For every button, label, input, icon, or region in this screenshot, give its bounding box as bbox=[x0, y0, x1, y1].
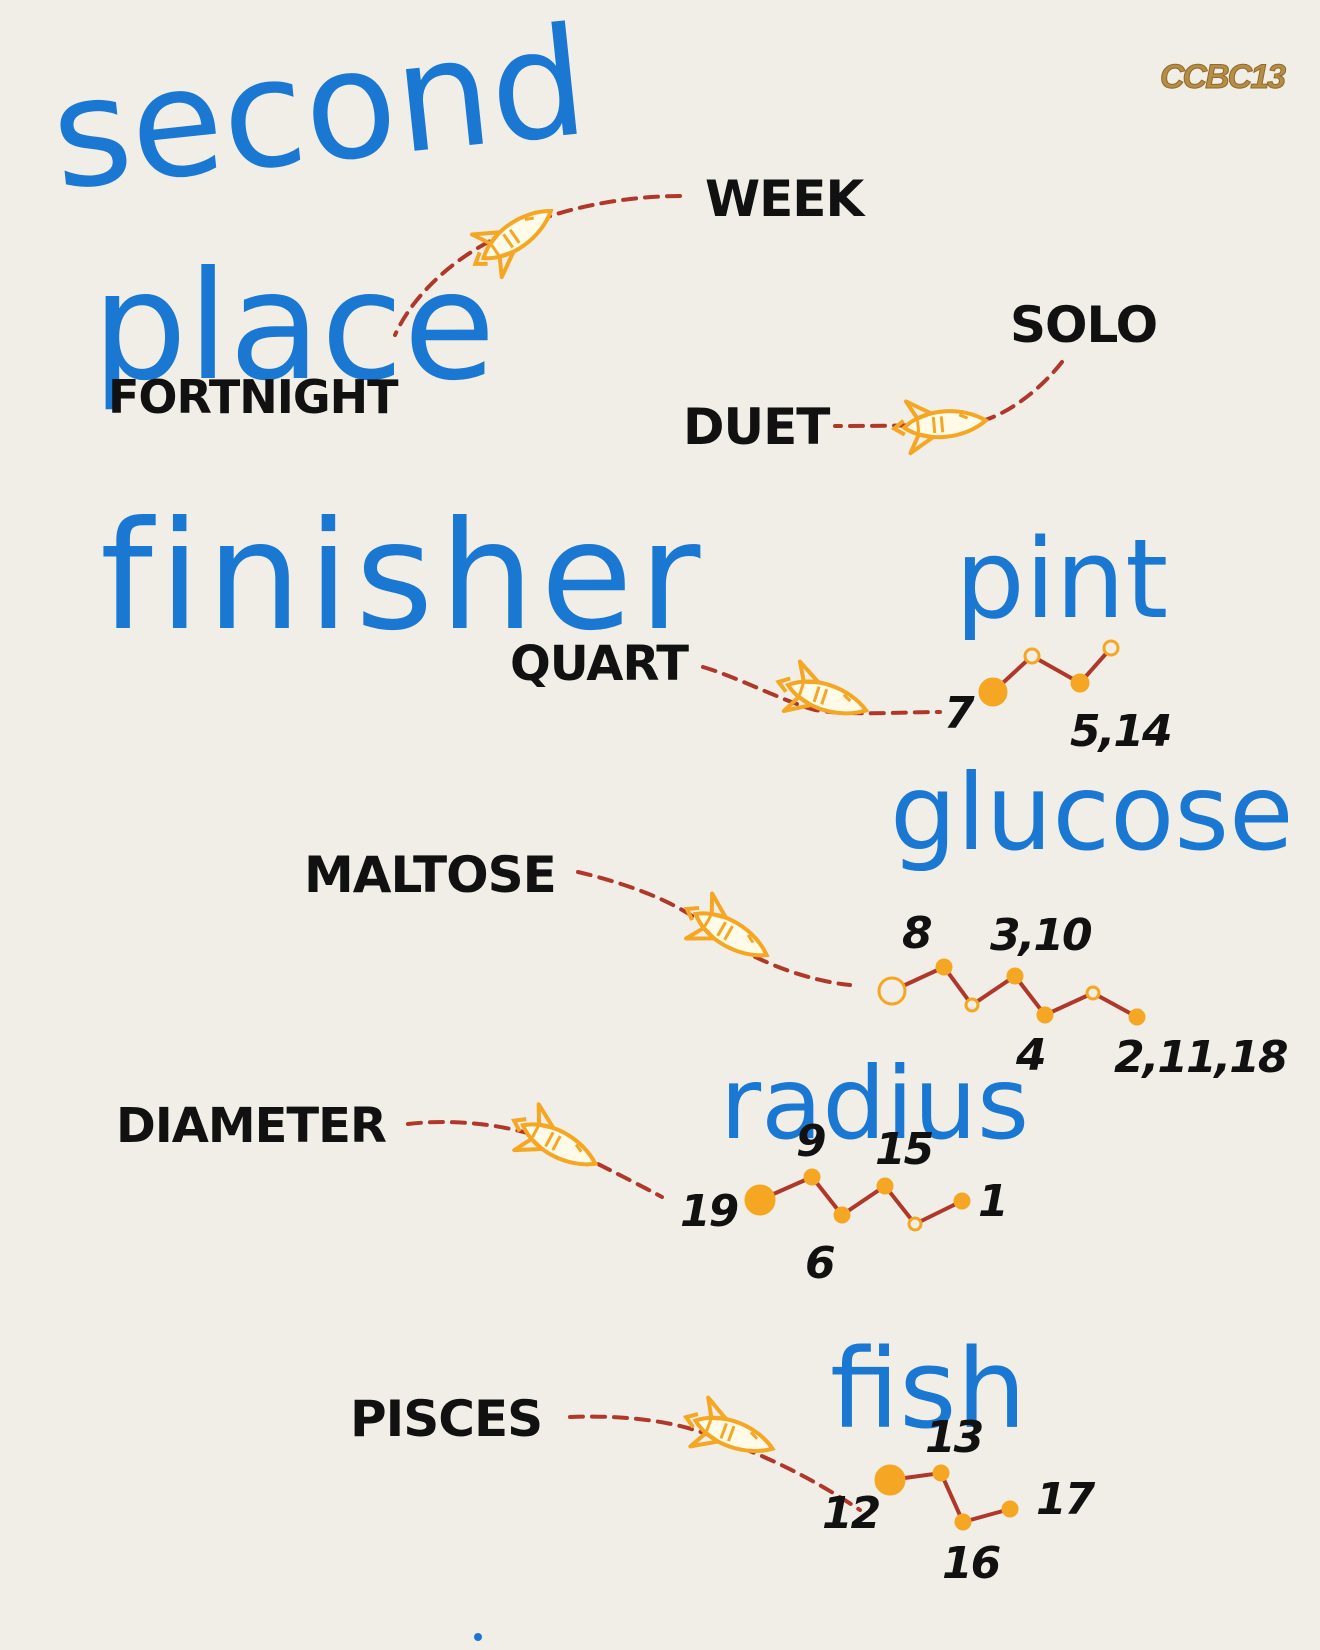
dot-hollow bbox=[1102, 639, 1120, 657]
handwriting-radius: radius bbox=[720, 1045, 1030, 1162]
label-12: 12 bbox=[822, 1488, 881, 1539]
rocket-icon bbox=[889, 392, 991, 457]
label-2-11-18: 2,11,18 bbox=[1114, 1032, 1289, 1083]
dot-1 bbox=[953, 1192, 971, 1210]
dot-7 bbox=[978, 677, 1008, 707]
rocket-icon bbox=[768, 655, 877, 738]
dot-19 bbox=[744, 1184, 776, 1216]
dot-6 bbox=[833, 1206, 851, 1224]
label-3-10: 3,10 bbox=[990, 910, 1093, 961]
label-15: 15 bbox=[875, 1124, 934, 1175]
dot-17 bbox=[1001, 1500, 1019, 1518]
label-7: 7 bbox=[944, 688, 975, 739]
dot-3-10 bbox=[1006, 967, 1024, 985]
handwriting-pint: pint bbox=[955, 515, 1169, 643]
word-duet: DUET bbox=[683, 398, 830, 456]
label-9: 9 bbox=[796, 1116, 827, 1167]
ccbc-logo: CCBC13 bbox=[1159, 58, 1286, 97]
chain-radius bbox=[758, 1174, 964, 1227]
dot-8 bbox=[935, 958, 953, 976]
dot-9 bbox=[803, 1168, 821, 1186]
rocket-icon bbox=[671, 884, 782, 980]
word-maltose: MALTOSE bbox=[304, 846, 557, 904]
dot-hollow bbox=[1023, 647, 1041, 665]
ink-dot bbox=[474, 1633, 482, 1641]
label-8: 8 bbox=[902, 908, 933, 959]
word-week: WEEK bbox=[705, 170, 864, 228]
dot-4 bbox=[1036, 1006, 1054, 1024]
chain-fish bbox=[888, 1470, 1012, 1525]
word-fortnight: FORTNIGHT bbox=[108, 370, 399, 424]
word-diameter: DIAMETER bbox=[116, 1098, 387, 1154]
handwriting-glucose: glucose bbox=[890, 752, 1294, 874]
rocket-icon bbox=[502, 1098, 608, 1187]
handwriting-place: place bbox=[92, 240, 496, 414]
label-4: 4 bbox=[1016, 1030, 1047, 1081]
dot-2-11-18 bbox=[1128, 1008, 1146, 1026]
handwriting-fish: fish bbox=[830, 1325, 1027, 1453]
dot-5-14 bbox=[1070, 673, 1090, 693]
label-6: 6 bbox=[805, 1238, 836, 1289]
dot-hollow bbox=[964, 997, 980, 1013]
label-5-14: 5,14 bbox=[1070, 706, 1173, 757]
chain-pint bbox=[991, 646, 1113, 694]
handwriting-finisher: finisher bbox=[100, 490, 707, 664]
dot-16 bbox=[954, 1513, 972, 1531]
label-1: 1 bbox=[978, 1176, 1009, 1227]
word-pisces: PISCES bbox=[350, 1390, 543, 1448]
word-quart: QUART bbox=[510, 636, 689, 692]
dot-13 bbox=[932, 1464, 950, 1482]
dot-12 bbox=[874, 1464, 906, 1496]
dot-hollow bbox=[1085, 985, 1101, 1001]
rocket-icon bbox=[675, 1390, 784, 1476]
label-19: 19 bbox=[680, 1186, 739, 1237]
path-quart-pint bbox=[701, 665, 942, 716]
dot-hollow bbox=[877, 976, 907, 1006]
dot-hollow bbox=[907, 1216, 923, 1232]
label-13: 13 bbox=[925, 1412, 984, 1463]
dot-15 bbox=[876, 1177, 894, 1195]
label-16: 16 bbox=[942, 1538, 1001, 1589]
label-17: 17 bbox=[1036, 1474, 1095, 1525]
word-solo: SOLO bbox=[1010, 296, 1158, 354]
